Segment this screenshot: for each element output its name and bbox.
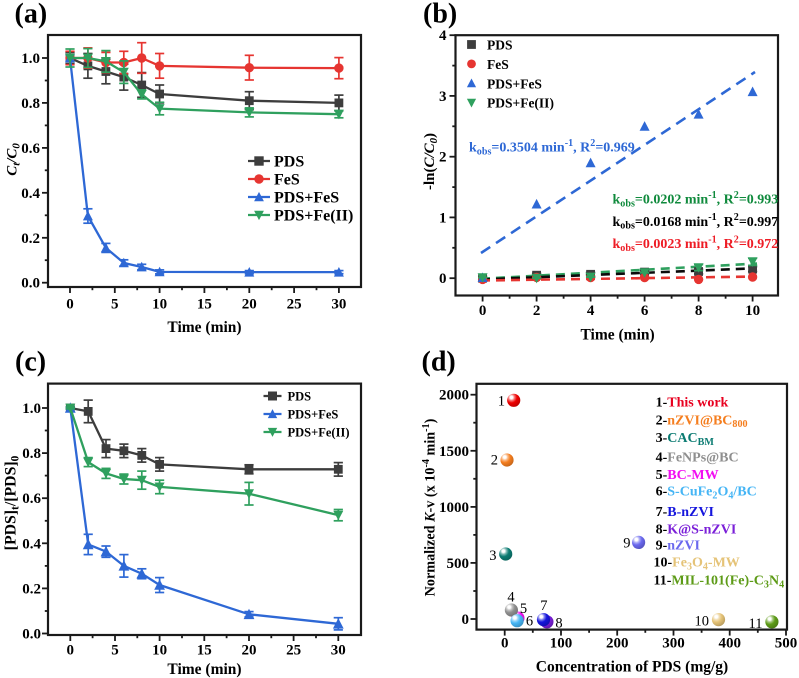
svg-text:0.4: 0.4 (21, 186, 40, 202)
svg-text:7: 7 (540, 598, 547, 614)
svg-text:20: 20 (242, 643, 257, 659)
svg-text:11: 11 (749, 616, 763, 632)
svg-text:Time (min): Time (min) (167, 319, 241, 336)
svg-text:20: 20 (242, 297, 257, 313)
svg-text:Time (min): Time (min) (167, 661, 241, 678)
svg-text:0: 0 (462, 612, 470, 628)
svg-text:200: 200 (606, 636, 629, 652)
svg-text:10-Fe3O4-MW: 10-Fe3O4-MW (654, 556, 740, 573)
svg-text:3: 3 (489, 548, 496, 564)
svg-text:10: 10 (152, 643, 167, 659)
svg-text:7-B-nZVI: 7-B-nZVI (656, 505, 714, 520)
svg-text:4: 4 (507, 590, 515, 606)
svg-text:4: 4 (439, 28, 447, 44)
svg-text:5-BC-MW: 5-BC-MW (656, 468, 719, 483)
svg-text:6-S-CuFe2O4/BC: 6-S-CuFe2O4/BC (656, 485, 757, 502)
svg-text:0.8: 0.8 (22, 446, 41, 462)
svg-text:15: 15 (197, 643, 212, 659)
svg-text:0.4: 0.4 (22, 536, 41, 552)
svg-text:10: 10 (695, 614, 710, 630)
svg-text:0: 0 (479, 303, 487, 319)
svg-text:300: 300 (662, 636, 685, 652)
svg-text:500: 500 (775, 636, 798, 652)
svg-text:10: 10 (152, 297, 167, 313)
svg-text:0: 0 (66, 297, 74, 313)
svg-text:(a): (a) (15, 0, 48, 30)
svg-text:2: 2 (533, 303, 541, 319)
svg-text:PDS: PDS (487, 38, 513, 53)
svg-text:15: 15 (197, 297, 212, 313)
svg-text:(d): (d) (422, 347, 456, 378)
svg-text:PDS+Fe(II): PDS+Fe(II) (487, 96, 554, 111)
svg-text:PDS: PDS (274, 154, 304, 171)
svg-text:8: 8 (555, 616, 562, 632)
svg-text:9-nZVI: 9-nZVI (656, 538, 700, 553)
svg-text:(c): (c) (15, 347, 46, 378)
svg-text:Normalized K-v (x 10-4 min-1): Normalized K-v (x 10-4 min-1) (421, 418, 439, 596)
svg-text:FeS: FeS (274, 172, 300, 189)
svg-text:kobs=0.0023 min-1, R2=0.972: kobs=0.0023 min-1, R2=0.972 (613, 235, 779, 254)
svg-text:kobs=0.0168 min-1, R2=0.997: kobs=0.0168 min-1, R2=0.997 (613, 212, 779, 231)
svg-text:2: 2 (491, 453, 498, 469)
svg-text:25: 25 (286, 643, 301, 659)
svg-text:1: 1 (498, 394, 505, 410)
svg-text:1.0: 1.0 (21, 51, 40, 67)
svg-text:0.2: 0.2 (21, 231, 40, 247)
svg-text:-ln(C/C0): -ln(C/C0) (422, 133, 440, 190)
svg-text:3-CACBM: 3-CACBM (656, 431, 715, 448)
svg-text:Ct/C0: Ct/C0 (5, 143, 23, 176)
svg-text:Time (min): Time (min) (580, 327, 654, 344)
svg-text:1500: 1500 (439, 444, 469, 460)
svg-text:4: 4 (587, 303, 595, 319)
svg-text:5: 5 (111, 297, 119, 313)
svg-text:400: 400 (718, 636, 741, 652)
svg-text:11-MIL-101(Fe)-C3N4: 11-MIL-101(Fe)-C3N4 (654, 574, 785, 591)
svg-text:5: 5 (520, 601, 527, 617)
svg-text:8: 8 (695, 303, 703, 319)
svg-text:6: 6 (641, 303, 649, 319)
svg-text:30: 30 (331, 297, 346, 313)
svg-text:3: 3 (439, 89, 447, 105)
svg-text:PDS+Fe(II): PDS+Fe(II) (288, 426, 350, 440)
svg-text:PDS+Fe(II): PDS+Fe(II) (274, 208, 353, 225)
svg-text:25: 25 (287, 297, 302, 313)
svg-text:10: 10 (745, 303, 760, 319)
svg-text:0.6: 0.6 (22, 491, 41, 507)
svg-text:Concentration of PDS (mg/g): Concentration of PDS (mg/g) (536, 658, 728, 675)
svg-text:500: 500 (447, 556, 470, 572)
svg-text:0: 0 (501, 636, 509, 652)
svg-text:0.0: 0.0 (22, 627, 41, 643)
svg-text:PDS: PDS (288, 390, 312, 404)
svg-text:0.2: 0.2 (22, 581, 41, 597)
svg-text:0.6: 0.6 (21, 141, 40, 157)
svg-text:9: 9 (623, 535, 630, 551)
svg-text:1-This work: 1-This work (656, 395, 729, 410)
svg-text:1: 1 (439, 210, 447, 226)
svg-text:2-nZVI@BC800: 2-nZVI@BC800 (656, 413, 748, 430)
svg-text:PDS+FeS: PDS+FeS (487, 76, 542, 91)
svg-text:5: 5 (111, 643, 119, 659)
svg-text:30: 30 (331, 643, 346, 659)
svg-text:100: 100 (550, 636, 573, 652)
svg-text:FeS: FeS (487, 57, 509, 72)
svg-text:2000: 2000 (439, 388, 469, 404)
svg-text:[PDS]t/[PDS]0: [PDS]t/[PDS]0 (3, 455, 22, 550)
svg-text:0.0: 0.0 (21, 276, 40, 292)
svg-text:kobs=0.0202 min-1, R2=0.993: kobs=0.0202 min-1, R2=0.993 (613, 190, 779, 209)
svg-text:kobs=0.3504 min-1, R2=0.969: kobs=0.3504 min-1, R2=0.969 (469, 138, 635, 157)
svg-text:(b): (b) (423, 0, 457, 30)
svg-text:0: 0 (67, 643, 75, 659)
svg-text:6: 6 (526, 614, 533, 630)
svg-text:0: 0 (439, 271, 447, 287)
svg-text:PDS+FeS: PDS+FeS (288, 408, 339, 422)
svg-text:0.8: 0.8 (21, 96, 40, 112)
svg-text:4-FeNPs@BC: 4-FeNPs@BC (656, 451, 739, 466)
svg-text:1.0: 1.0 (22, 401, 41, 417)
svg-text:PDS+FeS: PDS+FeS (274, 190, 339, 207)
svg-text:1000: 1000 (439, 500, 469, 516)
svg-text:2: 2 (439, 150, 447, 166)
svg-text:8-K@S-nZVI: 8-K@S-nZVI (656, 522, 737, 537)
